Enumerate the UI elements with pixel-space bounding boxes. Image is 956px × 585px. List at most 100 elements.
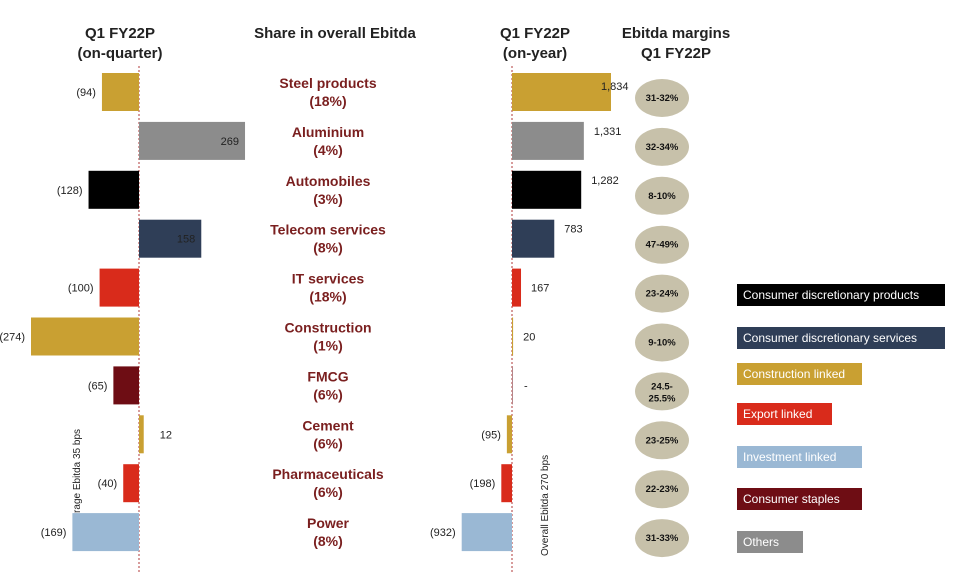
category-share-9: (8%) [313, 533, 343, 549]
margin-text-6: 24.5- [651, 381, 673, 392]
category-share-3: (8%) [313, 240, 343, 256]
legend-label-3: Export linked [743, 407, 812, 421]
overall-ebitda-label: Overall Ebitda 270 bps [540, 455, 551, 556]
left-bar-7 [139, 415, 144, 454]
right-bar-8 [501, 464, 512, 503]
left-bar-label-1: 269 [221, 136, 239, 148]
left-bar-label-2: (128) [57, 185, 83, 197]
margin-text-2: 8-10% [648, 191, 676, 202]
header-q1-quarter-line2: (on-quarter) [78, 45, 163, 62]
margin-text-7: 23-25% [646, 435, 679, 446]
category-name-9: Power [307, 515, 350, 531]
category-share-6: (6%) [313, 386, 343, 402]
left-bar-0 [101, 73, 139, 111]
right-bar-label-8: (198) [470, 478, 496, 490]
margin-pill-6 [635, 372, 689, 411]
margin-text-8: 22-23% [646, 484, 679, 495]
legend-label-0: Consumer discretionary products [743, 288, 919, 302]
category-name-0: Steel products [279, 75, 376, 91]
margin-pill-3 [635, 225, 689, 264]
category-share-0: (18%) [309, 93, 346, 109]
right-bar-label-1: 1,331 [594, 126, 622, 138]
right-bar-0 [512, 73, 611, 111]
avg-ebitda-label: Average Ebitda 35 bps [72, 429, 83, 530]
margin-pill-1 [635, 127, 689, 166]
legend-swatch-2 [737, 363, 862, 385]
right-bar-9 [461, 513, 512, 552]
header-margins-line1: Ebitda margins [622, 25, 730, 42]
legend-swatch-3 [737, 403, 832, 425]
left-bar-3 [139, 219, 202, 258]
margin-pill-8 [635, 470, 689, 509]
margin-pill-7 [635, 421, 689, 460]
margin-text-6-b: 25.5% [649, 393, 676, 404]
margin-pill-5 [635, 323, 689, 362]
header-margins-line2: Q1 FY22P [641, 45, 711, 62]
legend-swatch-6 [737, 531, 803, 553]
margin-text-9: 31-33% [646, 533, 679, 544]
margin-text-1: 32-34% [646, 142, 679, 153]
legend-label-2: Construction linked [743, 367, 845, 381]
left-bar-label-7: 12 [160, 429, 172, 441]
right-bar-7 [506, 415, 512, 454]
right-bar-label-7: (95) [481, 429, 501, 441]
header-share: Share in overall Ebitda [254, 25, 416, 42]
right-bar-3 [512, 219, 555, 258]
margin-pill-4 [635, 274, 689, 313]
category-name-4: IT services [292, 271, 365, 287]
left-bar-4 [99, 268, 139, 307]
left-bar-9 [72, 513, 139, 552]
category-share-1: (4%) [313, 142, 343, 158]
category-share-5: (1%) [313, 338, 343, 354]
legend-label-4: Investment linked [743, 450, 836, 464]
margin-text-5: 9-10% [648, 338, 676, 349]
category-share-2: (3%) [313, 191, 343, 207]
legend-swatch-5 [737, 488, 862, 510]
left-bar-2 [88, 170, 139, 209]
right-bar-label-0: 1,834 [601, 81, 629, 93]
left-bar-6 [113, 366, 139, 405]
left-bar-label-3: 158 [177, 234, 195, 246]
header-q1-year-line1: Q1 FY22P [500, 25, 570, 42]
category-name-5: Construction [284, 320, 371, 336]
left-bar-label-9: (169) [41, 527, 67, 539]
category-name-6: FMCG [307, 368, 348, 384]
left-bar-label-5: (274) [0, 332, 25, 344]
category-share-4: (18%) [309, 289, 346, 305]
right-bar-5 [512, 317, 514, 356]
margin-text-3: 47-49% [646, 240, 679, 251]
left-bar-label-6: (65) [88, 380, 108, 392]
margin-pill-0 [635, 79, 689, 117]
margin-text-4: 23-24% [646, 289, 679, 300]
category-name-2: Automobiles [286, 173, 371, 189]
category-share-7: (6%) [313, 435, 343, 451]
left-bar-label-0: (94) [76, 87, 96, 99]
category-share-8: (6%) [313, 484, 343, 500]
right-bar-label-6: - [524, 380, 528, 392]
left-bar-8 [123, 464, 139, 503]
header-q1-quarter-line1: Q1 FY22P [85, 25, 155, 42]
left-bar-5 [31, 317, 139, 356]
header-q1-year-line2: (on-year) [503, 45, 567, 62]
right-bar-label-9: (932) [430, 527, 456, 539]
legend-label-6: Others [743, 535, 779, 549]
left-bar-label-4: (100) [68, 283, 94, 295]
margin-text-0: 31-32% [646, 93, 679, 104]
right-bar-6 [512, 366, 513, 405]
right-bar-label-2: 1,282 [591, 175, 619, 187]
legend-swatch-1 [737, 327, 945, 349]
margin-pill-9 [635, 519, 689, 558]
right-bar-2 [512, 170, 582, 209]
legend-swatch-4 [737, 446, 862, 468]
margin-pill-2 [635, 176, 689, 215]
right-bar-1 [512, 121, 584, 160]
right-bar-4 [512, 268, 522, 307]
right-bar-label-5: 20 [523, 332, 535, 344]
category-name-1: Aluminium [292, 124, 364, 140]
category-name-8: Pharmaceuticals [272, 466, 383, 482]
category-name-7: Cement [302, 417, 354, 433]
left-bar-1 [139, 121, 246, 160]
right-bar-label-3: 783 [564, 224, 582, 236]
